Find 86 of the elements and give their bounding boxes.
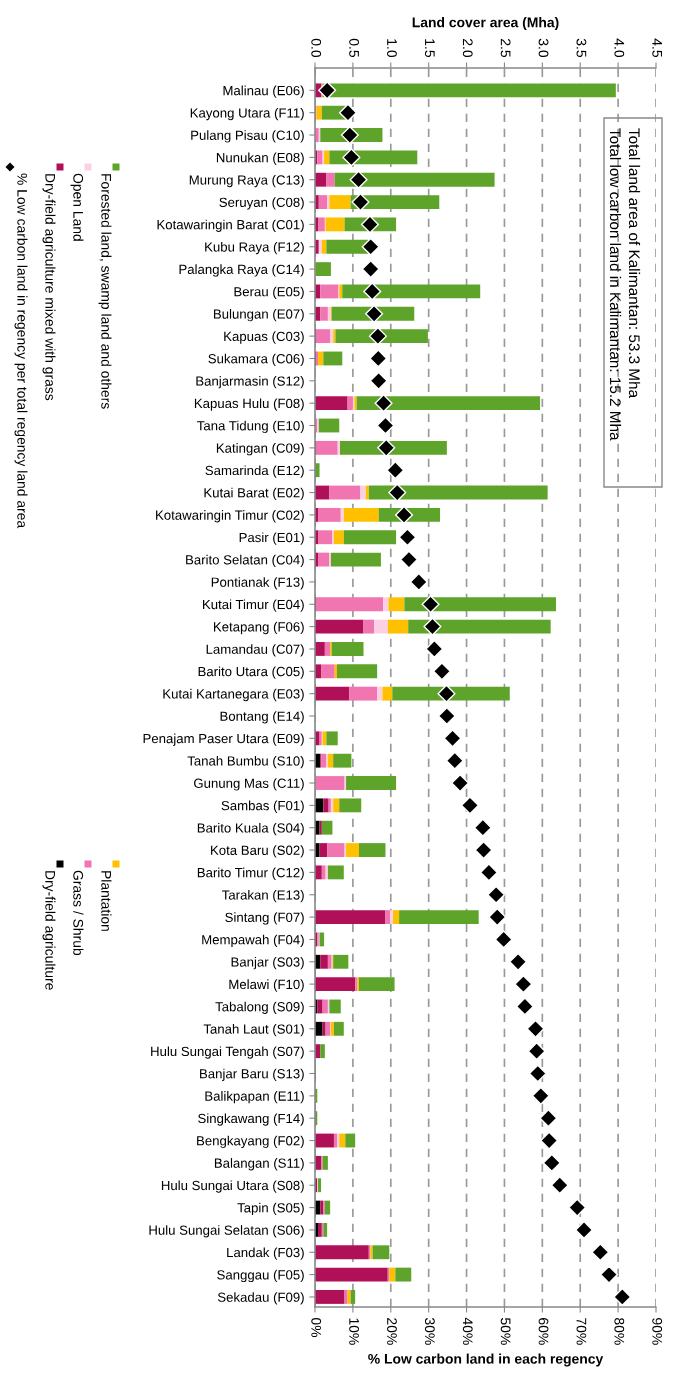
y-tick-label: Balikpapan (E11) <box>205 1091 304 1104</box>
y-tick-label: Tanah Bumbu (S10) <box>187 755 304 769</box>
x-axis-title: Land cover area (Mha) <box>412 17 559 31</box>
y-tick-label: Tapin (S05) <box>237 1202 304 1216</box>
y-tick-label: Balangan (S11) <box>214 1158 304 1171</box>
x-tick-label: 2.5 <box>500 38 511 57</box>
y-tick-label: Hulu Sungai Tengah (S07) <box>151 1046 304 1059</box>
x2-tick-label: 20% <box>387 1318 397 1345</box>
y-tick-label: Katingan (C09) <box>216 443 304 456</box>
y-tick-label: Pontianak (F13) <box>211 577 304 590</box>
y-tick-label: Kutai Barat (E02) <box>204 487 304 501</box>
y-tick-label: Kutai Timur (E04) <box>203 599 304 612</box>
y-tick-label: Gunung Mas (C11) <box>194 778 304 791</box>
y-tick-label: Ketapang (F06) <box>213 621 304 635</box>
x-tick-label: 4.0 <box>614 38 625 58</box>
y-tick-label: Bontang (E14) <box>220 711 304 724</box>
y-tick-label: Samarinda (E12) <box>205 465 304 478</box>
y-tick-label: Lamandau (C07) <box>206 644 304 657</box>
x2-tick-label: 60% <box>538 1318 549 1345</box>
x2-tick-label: 10% <box>349 1318 359 1345</box>
y-tick-label: Banjarmasin (S12) <box>196 376 304 389</box>
y-tick-label: Tabalong (S09) <box>215 1001 304 1014</box>
y-tick-label: Tarakan (E13) <box>222 889 304 903</box>
x-tick-label: 2.0 <box>462 38 473 58</box>
y-tick-label: Kubu Raya (F12) <box>205 241 304 255</box>
y-tick-label: Barito Utara (C05) <box>198 666 304 679</box>
y-tick-label: Kayong Utara (F11) <box>190 107 304 121</box>
y-tick-label: Hulu Sungai Utara (S08) <box>161 1180 304 1193</box>
y-tick-label: Singkawang (F14) <box>198 1113 304 1126</box>
legend-label: Dry-field agriculture mixed with grass <box>42 174 56 401</box>
y-tick-label: Bulungan (E07) <box>213 309 304 322</box>
x-tick-label: 1.0 <box>387 39 397 58</box>
y-tick-label: Tana Tidung (E10) <box>197 420 304 434</box>
x-tick-label: 4.5 <box>652 38 662 57</box>
y-tick-label: Kutai Kartanegara (E03) <box>163 688 304 702</box>
y-tick-label: Tanah Laut (S01) <box>203 1024 304 1037</box>
legend-label: Dry-field agriculture <box>42 871 56 990</box>
y-tick-label: Barito Timur (C12) <box>197 867 304 880</box>
x-tick-label: 0.0 <box>311 38 322 58</box>
y-tick-label: Murung Raya (C13) <box>189 174 304 188</box>
x2-tick-label: 90% <box>652 1318 663 1345</box>
y-tick-label: Kotawaringin Timur (C02) <box>156 510 304 523</box>
y-tick-label: Mempawah (F04) <box>202 934 304 947</box>
legend-label: Grass / Shrub <box>73 870 84 956</box>
y-tick-label: Nunukan (E08) <box>216 152 304 165</box>
y-tick-label: Barito Selatan (C04) <box>186 554 304 568</box>
x2-tick-label: 70% <box>576 1318 587 1345</box>
y-tick-label: Hulu Sungai Selatan (S06) <box>149 1225 304 1238</box>
annotation: Total low carbon land in Kalimantan: 15.2 Mha <box>609 128 622 441</box>
x2-tick-label: 0% <box>311 1317 322 1337</box>
x2-tick-label: 50% <box>500 1317 511 1345</box>
y-tick-label: Pasir (E01) <box>239 532 304 545</box>
y-tick-label: Banjar Baru (S13) <box>200 1068 304 1082</box>
legend-label: Plantation <box>101 871 112 931</box>
y-tick-label: Seruyan (C08) <box>219 197 304 210</box>
y-tick-label: Kota Baru (S02) <box>211 845 304 858</box>
y-tick-label: Penajam Paser Utara (E09) <box>143 733 304 746</box>
y-tick-label: Sukamara (C06) <box>208 353 304 366</box>
y-tick-label: Bengkayang (F02) <box>197 1135 304 1149</box>
x2-tick-label: 40% <box>462 1317 473 1345</box>
legend-label: % Low carbon land in regency per total regency land area <box>14 173 28 529</box>
x-tick-label: 3.5 <box>576 38 587 57</box>
y-tick-label: Kapuas Hulu (F08) <box>194 398 304 411</box>
y-tick-label: Malinau (E06) <box>223 85 304 98</box>
y-tick-label: Berau (E05) <box>234 286 304 299</box>
x2-tick-label: 80% <box>614 1318 625 1345</box>
legend-label: Open Land <box>70 173 84 241</box>
y-tick-label: Banjar (S03) <box>231 957 304 970</box>
x-tick-label: 0.5 <box>349 38 359 57</box>
x2-tick-label: 30% <box>424 1317 435 1345</box>
y-tick-label: Barito Kuala (S04) <box>197 822 304 836</box>
annotation: Total land area of Kalimantan: 53.3 Mha <box>628 128 641 399</box>
y-tick-label: Melawi (F10) <box>229 979 304 992</box>
x2-axis-title: % Low carbon land in each regency <box>368 1353 604 1367</box>
y-tick-label: Palangka Raya (C14) <box>179 264 304 277</box>
y-tick-label: Sintang (F07) <box>225 912 304 925</box>
y-tick-label: Pulang Pisau (C10) <box>191 130 304 143</box>
y-tick-label: Sambas (F01) <box>221 800 304 813</box>
x-tick-label: 3.0 <box>538 38 549 58</box>
y-tick-label: Sekadau (F09) <box>217 1292 304 1305</box>
y-tick-label: Landak (F03) <box>227 1247 304 1260</box>
legend-label: Forested land, swamp land and others <box>98 174 112 409</box>
y-tick-label: Sanggau (F05) <box>217 1269 304 1283</box>
y-tick-label: Kapuas (C03) <box>224 331 304 344</box>
y-tick-label: Kotawaringin Barat (C01) <box>157 219 304 232</box>
x-tick-label: 1.5 <box>424 39 435 57</box>
